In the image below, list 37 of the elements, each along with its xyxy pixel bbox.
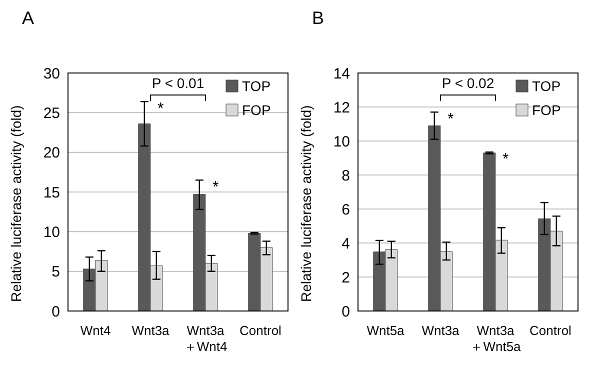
x-tick-label: Wnt3a [132, 323, 170, 338]
legend-label: FOP [532, 102, 561, 118]
y-tick-label: 10 [333, 133, 350, 150]
legend-label: TOP [242, 78, 271, 94]
annotation: * [157, 100, 164, 118]
annotation: P < 0.01 [152, 75, 204, 91]
legend-label: TOP [532, 78, 561, 94]
chart-title: B [312, 8, 324, 29]
x-tick-label: Control [240, 323, 282, 338]
y-tick-label: 30 [43, 65, 60, 82]
y-tick-label: 15 [43, 184, 60, 202]
annotation: * [212, 179, 219, 196]
annotation: P < 0.02 [442, 75, 494, 91]
y-tick-label: 4 [342, 235, 350, 252]
y-tick-label: 12 [333, 99, 350, 116]
x-tick-label: Wnt3a ＋Wnt4 [184, 323, 228, 354]
y-tick-label: 25 [43, 104, 60, 122]
x-tick-label: Wnt3a [422, 323, 460, 338]
y-tick-label: 5 [52, 264, 60, 281]
y-tick-label: 20 [43, 144, 60, 162]
annotation: * [502, 151, 509, 168]
x-tick-label: Wnt4 [80, 323, 111, 338]
x-tick-label: Wnt5a [366, 323, 406, 338]
y-tick-label: 14 [333, 65, 350, 82]
annotation: * [447, 111, 454, 128]
y-axis-title: Relative luciferase activity (fold) [298, 105, 314, 302]
y-tick-label: 10 [43, 224, 60, 241]
y-tick-label: 0 [342, 303, 350, 320]
y-tick-label: 8 [342, 167, 350, 184]
legend-label: FOP [242, 102, 271, 118]
y-tick-label: 0 [52, 303, 60, 320]
y-axis-title: Relative luciferase activity (fold) [8, 105, 24, 302]
y-tick-label: 6 [342, 201, 350, 218]
y-tick-label: 2 [342, 269, 350, 286]
chart-title: A [22, 8, 34, 29]
x-tick-label: Control [530, 323, 572, 338]
x-tick-label: Wnt3a ＋Wnt5a [470, 323, 522, 354]
